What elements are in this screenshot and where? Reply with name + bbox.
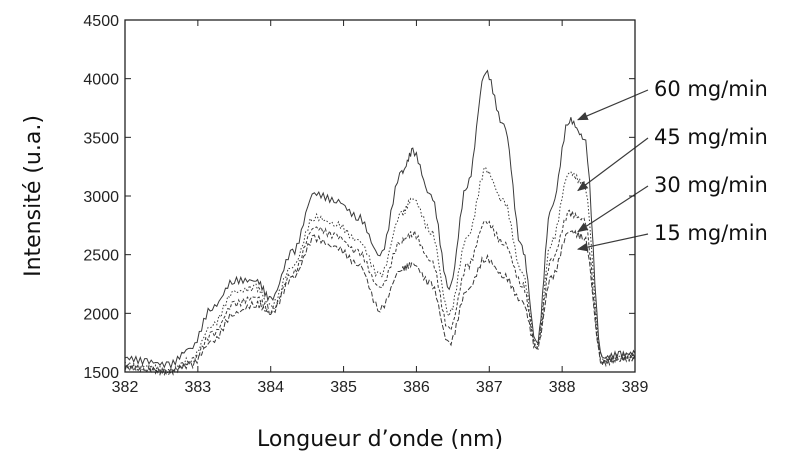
annotation-label: 45 mg/min (654, 125, 768, 149)
annotation-label: 60 mg/min (654, 77, 768, 101)
series-layer (124, 69, 636, 377)
y-tick-label: 4000 (83, 72, 119, 89)
annotation-arrow (576, 233, 649, 252)
axis-ticks: 382 383 384 385 386 387 388 389 1500 2000 2500 3000… (83, 13, 648, 396)
y-axis-title: Intensité (u.a.) (21, 115, 46, 277)
x-tick-label: 385 (330, 379, 357, 396)
y-tick-label: 1500 (83, 365, 119, 382)
annotation-arrow (577, 137, 649, 192)
x-tick-label: 387 (476, 379, 503, 396)
series-line-1 (124, 166, 636, 375)
annotation-arrows (576, 89, 649, 252)
y-tick-label: 2500 (83, 248, 119, 265)
x-tick-label: 382 (112, 379, 139, 396)
x-axis-title: Longueur d’onde (nm) (257, 427, 503, 452)
y-tick-label: 2000 (83, 306, 119, 323)
series-line-3 (124, 229, 636, 377)
x-tick-label: 383 (185, 379, 212, 396)
series-line-0 (124, 69, 636, 370)
annotation-label: 15 mg/min (654, 221, 768, 245)
series-line-2 (124, 209, 636, 376)
plot-area-frame (124, 19, 636, 373)
y-tick-label: 4500 (83, 13, 119, 30)
annotation-labels: 60 mg/min 45 mg/min 30 mg/min 15 mg/min (654, 77, 768, 245)
annotation-label: 30 mg/min (654, 173, 768, 197)
x-tick-label: 388 (549, 379, 576, 396)
x-tick-label: 389 (622, 379, 649, 396)
x-tick-label: 384 (257, 379, 284, 396)
y-tick-label: 3000 (83, 189, 119, 206)
annotation-arrow (577, 185, 649, 233)
y-tick-label: 3500 (83, 130, 119, 147)
annotation-arrow (577, 89, 649, 121)
x-tick-label: 386 (403, 379, 430, 396)
